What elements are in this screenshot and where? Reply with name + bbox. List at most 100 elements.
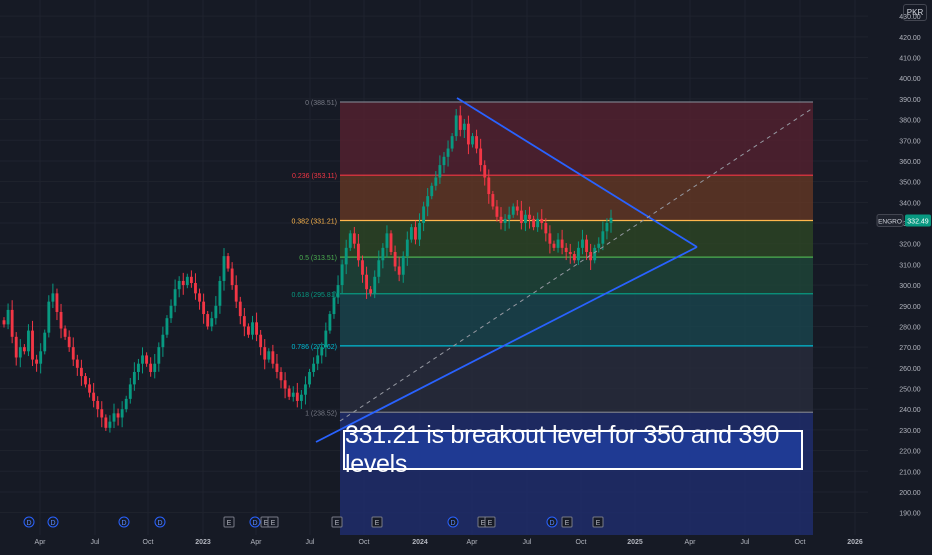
- x-tick-label: Jul: [91, 539, 100, 546]
- candle-body: [137, 363, 140, 372]
- candle-body: [483, 165, 487, 178]
- candle-body: [6, 309, 10, 325]
- candle-body: [373, 276, 377, 294]
- candle-body: [393, 251, 397, 267]
- candle-body: [79, 367, 83, 377]
- candle-body: [507, 214, 511, 219]
- candle-body: [462, 123, 466, 130]
- fib-zone: [340, 257, 813, 294]
- candle-body: [344, 247, 348, 265]
- candle-body: [356, 243, 360, 261]
- candle-body: [576, 247, 580, 261]
- candle-body: [255, 322, 259, 335]
- x-tick-label: Oct: [576, 539, 587, 546]
- candle-body: [92, 392, 96, 401]
- y-tick-label: 350.00: [899, 180, 921, 187]
- event-marker-label: D: [50, 520, 55, 527]
- y-tick-label: 260.00: [899, 366, 921, 373]
- candle-body: [124, 398, 128, 410]
- candle-body: [247, 326, 250, 335]
- x-tick-label: Oct: [359, 539, 370, 546]
- candle-body: [22, 347, 26, 352]
- event-marker-label: D: [252, 520, 257, 527]
- earnings-marker: [371, 516, 383, 528]
- y-tick-label: 370.00: [899, 138, 921, 145]
- x-tick-label: Apr: [251, 539, 263, 546]
- candle-body: [454, 115, 458, 137]
- symbol-badge: [876, 214, 904, 228]
- candle-body: [145, 355, 149, 364]
- candle-body: [361, 260, 364, 275]
- candle-body: [450, 136, 454, 149]
- candle-body: [161, 334, 165, 348]
- candle-body: [544, 223, 548, 234]
- event-marker-label: E: [481, 520, 486, 527]
- candle-body: [51, 293, 55, 302]
- candle-body: [328, 314, 332, 331]
- candle-body: [540, 218, 544, 224]
- event-marker-label: D: [121, 520, 126, 527]
- candle-body: [132, 371, 136, 385]
- candle-body: [528, 214, 531, 219]
- x-tick-label: Apr: [685, 539, 697, 546]
- candle-body: [218, 280, 222, 306]
- candle-body: [495, 206, 499, 217]
- dividend-marker: [118, 516, 130, 528]
- candle-body: [581, 239, 584, 248]
- x-tick-label: 2025: [627, 539, 643, 546]
- candle-body: [35, 359, 39, 364]
- candle-body: [10, 309, 14, 337]
- candle-body: [414, 227, 417, 240]
- earnings-marker: [561, 516, 573, 528]
- candle-body: [385, 233, 389, 248]
- candle-body: [279, 371, 283, 381]
- fib-zone: [340, 175, 813, 221]
- candle-body: [185, 276, 189, 286]
- candle-body: [601, 231, 605, 244]
- candle-body: [67, 336, 71, 348]
- price-axis-bg: [868, 0, 932, 550]
- candle-body: [308, 371, 311, 385]
- candle-body: [479, 148, 483, 166]
- candle-body: [487, 177, 491, 195]
- lower-triangle-line: [596, 246, 698, 299]
- event-marker-label: D: [26, 520, 31, 527]
- candle-body: [515, 206, 519, 211]
- candle-body: [287, 388, 291, 397]
- y-tick-label: 280.00: [899, 324, 921, 331]
- event-marker-label: E: [596, 520, 601, 527]
- candle-body: [141, 355, 144, 364]
- event-marker-label: E: [488, 520, 493, 527]
- event-marker-label: E: [271, 520, 276, 527]
- annotation-box: 331.21 is breakout level for 350 and 390…: [343, 421, 803, 478]
- candle-body: [320, 347, 324, 356]
- candle-body: [348, 233, 352, 248]
- candle-body: [108, 421, 112, 428]
- dividend-marker: [23, 516, 35, 528]
- candle-body: [324, 330, 328, 348]
- candle-body: [226, 256, 230, 269]
- y-tick-label: 230.00: [899, 428, 921, 435]
- candle-body: [116, 413, 120, 418]
- candle-body: [100, 409, 104, 418]
- x-tick-label: 2023: [195, 539, 211, 546]
- candle-body: [336, 285, 340, 298]
- candle-body: [88, 384, 91, 393]
- candle-body: [548, 233, 552, 244]
- x-tick-label: Oct: [795, 539, 806, 546]
- candle-body: [210, 318, 214, 327]
- y-tick-label: 300.00: [899, 283, 921, 290]
- fib-label: 0 (388.51): [305, 100, 337, 107]
- fib-label: 0.786 (270.62): [291, 344, 337, 351]
- candle-body: [251, 322, 254, 335]
- candle-body: [128, 384, 132, 399]
- y-tick-label: 410.00: [899, 56, 921, 63]
- earnings-marker: [592, 516, 604, 528]
- y-tick-label: 310.00: [899, 262, 921, 269]
- candle-body: [401, 256, 405, 275]
- candle-body: [104, 417, 108, 428]
- y-tick-label: 290.00: [899, 304, 921, 311]
- candle-body: [157, 347, 161, 364]
- currency-badge[interactable]: PKR: [903, 4, 927, 21]
